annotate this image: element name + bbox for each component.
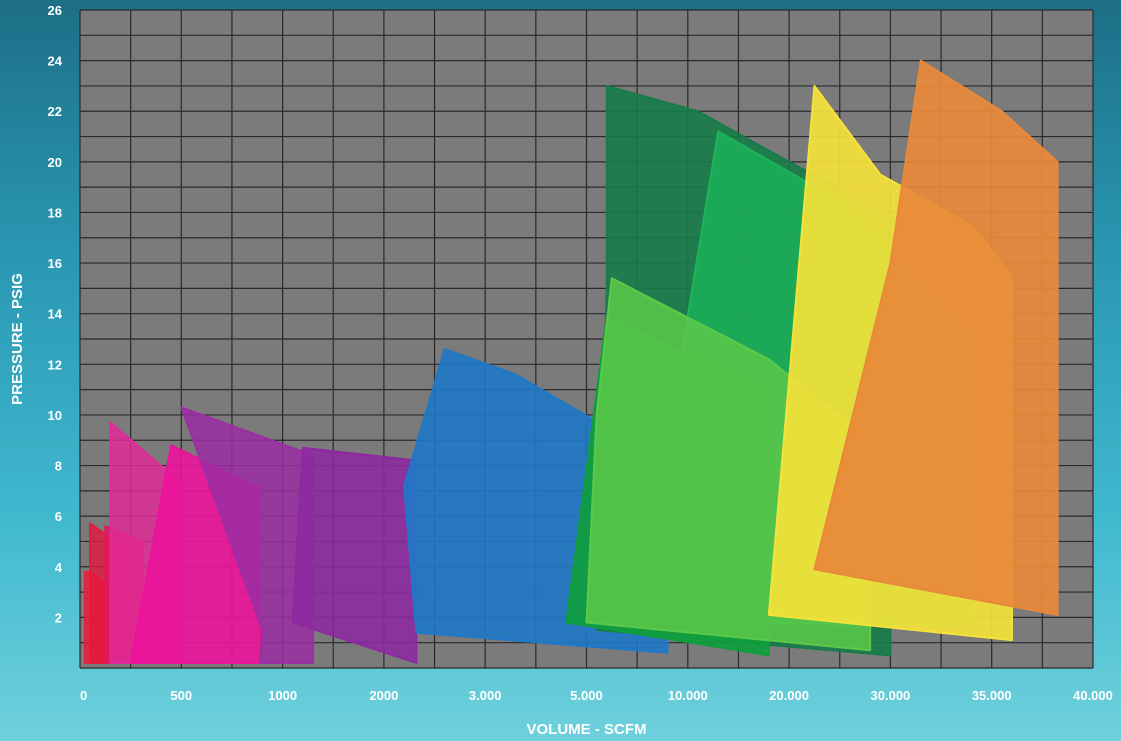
y-tick-label: 14 [48, 307, 63, 322]
performance-envelopes [84, 59, 1059, 664]
y-tick-label: 4 [55, 560, 63, 575]
x-tick-label: 3.000 [469, 688, 502, 703]
y-tick-label: 2 [55, 610, 62, 625]
y-tick-label: 24 [48, 54, 63, 69]
x-tick-label: 20.000 [769, 688, 809, 703]
x-tick-label: 2000 [369, 688, 398, 703]
x-tick-label: 35.000 [972, 688, 1012, 703]
envelope-7 [291, 446, 418, 664]
x-tick-label: 0 [80, 688, 87, 703]
x-tick-label: 30.000 [871, 688, 911, 703]
y-tick-label: 12 [48, 357, 62, 372]
y-tick-label: 26 [48, 3, 62, 18]
y-tick-label: 6 [55, 509, 62, 524]
y-tick-label: 20 [48, 155, 62, 170]
envelope-14 [813, 59, 1059, 616]
x-tick-label: 40.000 [1073, 688, 1113, 703]
y-axis-title: PRESSURE - PSIG [9, 273, 26, 405]
y-tick-label: 8 [55, 459, 62, 474]
y-tick-label: 10 [48, 408, 62, 423]
x-tick-label: 500 [170, 688, 192, 703]
x-tick-label: 5.000 [570, 688, 603, 703]
y-tick-label: 18 [48, 205, 62, 220]
x-tick-label: 1000 [268, 688, 297, 703]
y-tick-label: 16 [48, 256, 62, 271]
x-axis-tick-labels: 0 500 1000 2000 3.000 5.000 10.000 20.000 30.000… [80, 688, 1113, 703]
x-axis-title: VOLUME - SCFM [527, 721, 647, 738]
x-tick-label: 10.000 [668, 688, 708, 703]
envelope-6 [180, 406, 314, 664]
y-tick-label: 22 [48, 104, 62, 119]
